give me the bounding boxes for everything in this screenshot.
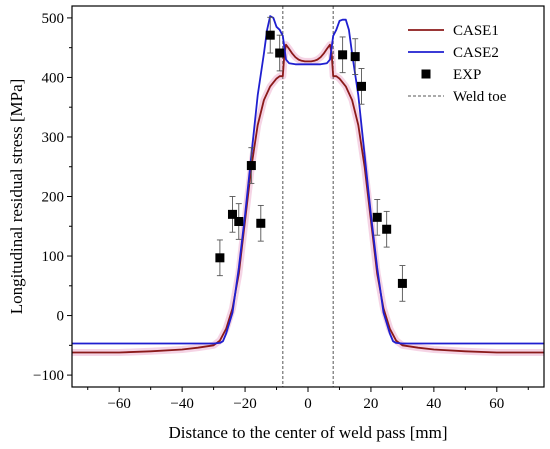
exp-point: [356, 81, 366, 91]
y-tick-label: 400: [42, 70, 65, 86]
x-tick-label: 60: [489, 396, 504, 412]
legend-label: EXP: [453, 67, 481, 83]
exp-point: [372, 212, 382, 222]
legend-label: CASE2: [453, 45, 499, 61]
exp-point: [256, 218, 266, 228]
legend-swatch-square: [421, 69, 431, 79]
y-tick-label: −100: [33, 368, 64, 384]
x-axis-ticks: −60 −40 −20 0 20 40 60: [87, 387, 529, 412]
exp-point: [215, 253, 225, 263]
exp-point: [350, 52, 360, 62]
x-tick-label: 40: [426, 396, 441, 412]
exp-point: [265, 30, 275, 40]
y-tick-label: 0: [57, 309, 65, 325]
exp-point: [275, 48, 285, 58]
x-tick-label: 0: [304, 396, 312, 412]
exp-point: [246, 161, 256, 171]
series-line-case2: [72, 15, 544, 345]
exp-point: [338, 50, 348, 60]
series-lines: [72, 15, 544, 354]
y-tick-label: 300: [42, 130, 65, 146]
legend: CASE1 CASE2 EXP Weld toe: [408, 23, 507, 105]
exp-point: [234, 217, 244, 227]
y-axis-title: Longitudinal residual stress [MPa]: [7, 79, 26, 315]
exp-point: [397, 278, 407, 288]
y-axis-ticks: −100 0 100 200 300 400 500: [33, 11, 72, 384]
exp-point: [227, 209, 237, 219]
x-tick-label: −60: [107, 396, 130, 412]
exp-point: [382, 224, 392, 234]
y-tick-label: 100: [42, 249, 65, 265]
x-axis-title: Distance to the center of weld pass [mm]: [169, 423, 448, 442]
x-tick-label: −20: [233, 396, 256, 412]
exp-points: [215, 16, 407, 302]
y-tick-label: 200: [42, 190, 65, 206]
x-tick-label: 20: [363, 396, 378, 412]
legend-label: CASE1: [453, 23, 499, 39]
y-tick-label: 500: [42, 11, 65, 27]
weld-toe-lines: [282, 6, 334, 387]
x-tick-label: −40: [170, 396, 193, 412]
legend-label: Weld toe: [453, 89, 507, 105]
